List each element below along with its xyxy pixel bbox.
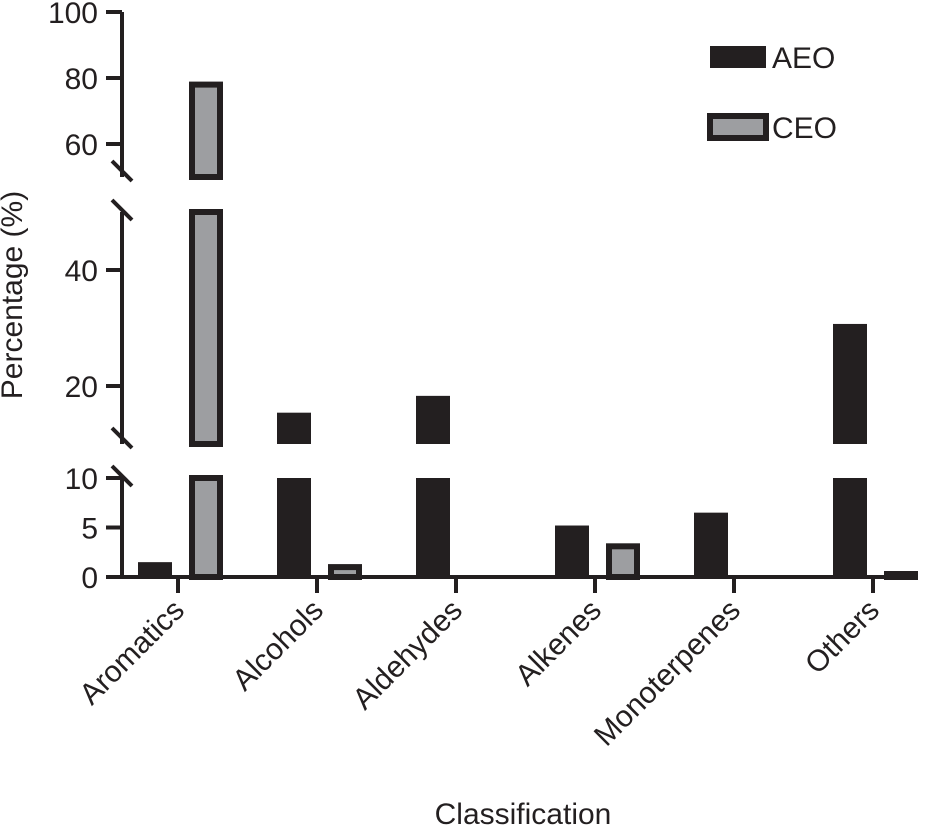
bar-segment <box>277 478 311 577</box>
bar-aeo <box>694 512 728 577</box>
bars <box>138 81 918 580</box>
y-tick-label: 80 <box>65 63 98 96</box>
legend-label: CEO <box>772 112 837 145</box>
bar-ceo <box>884 571 918 580</box>
legend-item-aeo: AEO <box>710 42 835 75</box>
y-tick-label: 60 <box>65 129 98 162</box>
x-axis-label: Classification <box>435 798 612 831</box>
legend-label: AEO <box>772 42 835 75</box>
x-tick-label: Aromatics <box>73 594 191 712</box>
bar-aeo <box>277 412 311 577</box>
x-tick-label: Alcohols <box>226 594 330 698</box>
axis-break-mark <box>110 159 134 183</box>
bar-segment <box>328 564 362 580</box>
bar-segment <box>884 571 918 580</box>
bar-ceo <box>606 543 640 580</box>
bar-segment <box>555 525 589 577</box>
x-tick-label: Aldehydes <box>347 594 469 716</box>
legend: AEO CEO <box>707 42 837 145</box>
legend-item-ceo: CEO <box>707 112 837 145</box>
y-tick-label: 20 <box>65 371 98 404</box>
legend-swatch <box>707 113 769 141</box>
x-tick-labels: Aromatics Alcohols Aldehydes AlkenesMonoter… <box>73 594 886 753</box>
y-tick-label: 5 <box>81 513 98 546</box>
bar-segment <box>606 543 640 580</box>
x-tick-label: Alkenes <box>509 594 608 693</box>
y-tick-label: 40 <box>65 255 98 288</box>
legend-swatch <box>710 46 766 68</box>
axis-break-mark <box>110 198 134 222</box>
y-tick-label: 0 <box>81 562 98 595</box>
bar-segment <box>694 512 728 577</box>
bar-aeo <box>555 525 589 577</box>
bar-segment <box>189 475 223 580</box>
bar-segment <box>416 478 450 577</box>
bar-aeo <box>138 562 172 577</box>
bar-aeo <box>833 323 867 577</box>
axes: 0 5 10 20 40 60 80 100 <box>48 0 918 595</box>
y-axis-label: Percentage (%) <box>0 191 29 399</box>
x-tick-label: Monoterpenes <box>588 594 747 753</box>
axis-break-mark <box>110 426 134 450</box>
axis-break-mark <box>110 464 134 488</box>
bar-ceo <box>189 81 223 580</box>
bar-segment <box>833 478 867 577</box>
bar-segment <box>189 209 223 447</box>
x-tick-label: Others <box>799 594 886 681</box>
bar-ceo <box>328 564 362 580</box>
bar-aeo <box>416 395 450 577</box>
bar-segment <box>277 412 311 444</box>
y-tick-label: 100 <box>48 0 98 30</box>
bar-segment <box>189 81 223 180</box>
bar-segment <box>833 323 867 444</box>
bar-segment <box>416 395 450 444</box>
y-tick-label: 10 <box>65 463 98 496</box>
bar-segment <box>138 562 172 577</box>
